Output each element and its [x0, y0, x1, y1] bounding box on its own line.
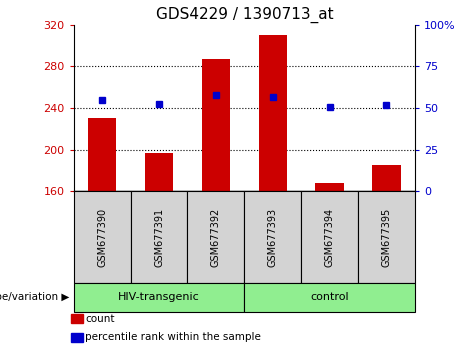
- Text: GSM677394: GSM677394: [325, 207, 335, 267]
- Bar: [188, 191, 244, 283]
- Text: genotype/variation ▶: genotype/variation ▶: [0, 292, 69, 302]
- Bar: [259, 35, 287, 191]
- Title: GDS4229 / 1390713_at: GDS4229 / 1390713_at: [155, 7, 333, 23]
- Text: GSM677390: GSM677390: [97, 207, 107, 267]
- Text: GSM677391: GSM677391: [154, 207, 164, 267]
- Bar: [130, 191, 188, 283]
- Text: HIV-transgenic: HIV-transgenic: [118, 292, 200, 302]
- Text: GSM677395: GSM677395: [381, 207, 391, 267]
- Bar: [201, 59, 230, 191]
- Bar: [244, 283, 415, 312]
- Bar: [301, 191, 358, 283]
- Bar: [315, 183, 344, 191]
- Bar: [88, 118, 116, 191]
- Text: GSM677393: GSM677393: [268, 207, 278, 267]
- Bar: [244, 191, 301, 283]
- Bar: [372, 165, 401, 191]
- Text: control: control: [310, 292, 349, 302]
- Text: GSM677392: GSM677392: [211, 207, 221, 267]
- Bar: [145, 153, 173, 191]
- Bar: [74, 283, 244, 312]
- Text: percentile rank within the sample: percentile rank within the sample: [85, 332, 261, 342]
- Bar: [358, 191, 415, 283]
- Bar: [74, 191, 130, 283]
- Text: count: count: [85, 314, 115, 324]
